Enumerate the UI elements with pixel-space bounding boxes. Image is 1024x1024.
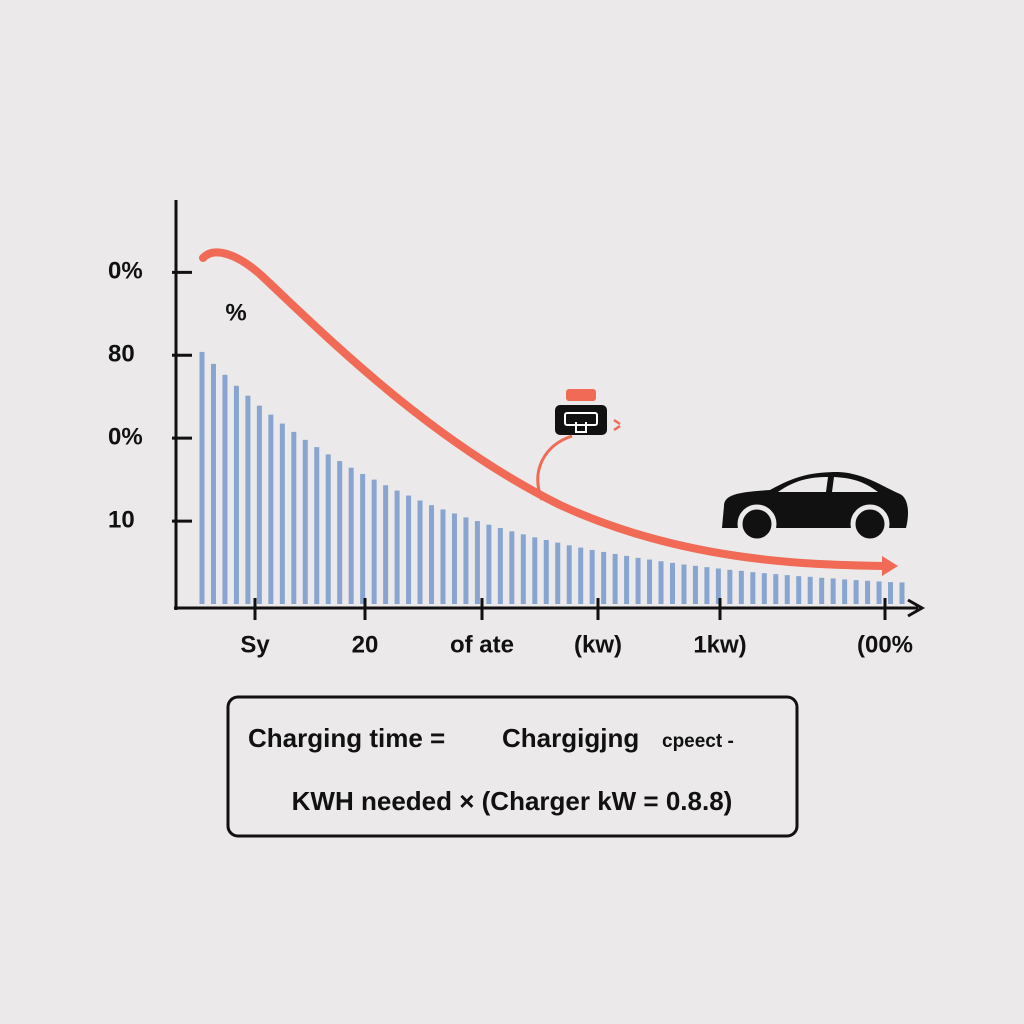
- y-tick-label: 10: [108, 506, 135, 533]
- bar: [658, 561, 664, 604]
- y-tick-label: 0%: [108, 424, 143, 451]
- bar: [566, 545, 572, 604]
- y-tick-label: 0%: [108, 258, 143, 285]
- bar: [555, 542, 561, 604]
- bar: [738, 570, 744, 604]
- bar: [681, 564, 687, 604]
- bar: [876, 581, 882, 604]
- bar: [612, 553, 618, 604]
- x-tick-label: of ate: [450, 631, 514, 658]
- bar: [888, 582, 894, 604]
- bar: [383, 485, 389, 604]
- bar: [429, 505, 435, 604]
- formula-text: Charging time =: [248, 723, 445, 753]
- bar: [337, 461, 343, 604]
- bar: [279, 423, 285, 604]
- bar: [245, 395, 251, 604]
- x-tick-label: 20: [352, 631, 379, 658]
- bar: [669, 562, 675, 604]
- bar: [761, 573, 767, 604]
- annotation: %: [225, 299, 246, 326]
- curve-arrow: [882, 556, 898, 576]
- bar: [796, 576, 802, 604]
- bar: [486, 524, 492, 604]
- bar: [601, 551, 607, 604]
- formula-text: Chargigjng: [502, 723, 639, 753]
- bar: [291, 431, 297, 604]
- bar: [715, 568, 721, 604]
- x-tick-label: (kw): [574, 631, 622, 658]
- bar: [842, 579, 848, 604]
- bar: [589, 549, 595, 604]
- bar: [853, 580, 859, 604]
- bar: [371, 479, 377, 604]
- bar: [440, 509, 446, 604]
- bar: [784, 575, 790, 604]
- bar: [463, 517, 469, 604]
- bar: [210, 363, 216, 604]
- formula-text: cpeect -: [662, 731, 734, 752]
- x-tick-label: 1kw): [693, 631, 746, 658]
- bar: [360, 473, 366, 604]
- bar: [314, 447, 320, 604]
- bar: [302, 439, 308, 604]
- bar: [647, 559, 653, 604]
- bar: [727, 569, 733, 604]
- bar: [451, 513, 457, 604]
- bar: [348, 467, 354, 604]
- bar: [692, 565, 698, 604]
- bar: [704, 567, 710, 604]
- bar: [256, 405, 262, 604]
- bar: [222, 374, 228, 604]
- bar: [865, 580, 871, 604]
- bar: [233, 385, 239, 604]
- bar: [819, 577, 825, 604]
- bar: [417, 500, 423, 604]
- charger-icon: [536, 389, 621, 501]
- bar: [635, 557, 641, 604]
- bar: [773, 574, 779, 604]
- bar: [807, 576, 813, 604]
- car-icon: [722, 472, 908, 544]
- bar: [509, 531, 515, 604]
- bar: [520, 534, 526, 604]
- bar: [497, 528, 503, 604]
- bar: [624, 555, 630, 604]
- x-axis-arrow: [907, 598, 926, 618]
- bar: [199, 351, 205, 604]
- bar: [899, 582, 905, 604]
- formula-text: KWH needed × (Charger kW = 0.8.8): [292, 786, 733, 816]
- bar: [543, 539, 549, 604]
- bars: [199, 351, 905, 604]
- bar: [394, 490, 400, 604]
- x-tick-label: Sy: [240, 631, 270, 658]
- bar: [532, 537, 538, 604]
- bar: [268, 414, 274, 604]
- x-tick-label: (00%: [857, 631, 913, 658]
- bar: [830, 578, 836, 604]
- bar: [750, 572, 756, 604]
- charging-curve: [199, 248, 889, 570]
- bar: [578, 547, 584, 604]
- bar: [406, 495, 412, 604]
- bar: [325, 454, 331, 604]
- bar: [474, 521, 480, 604]
- formula-box: [226, 695, 799, 838]
- y-tick-label: 80: [108, 341, 135, 368]
